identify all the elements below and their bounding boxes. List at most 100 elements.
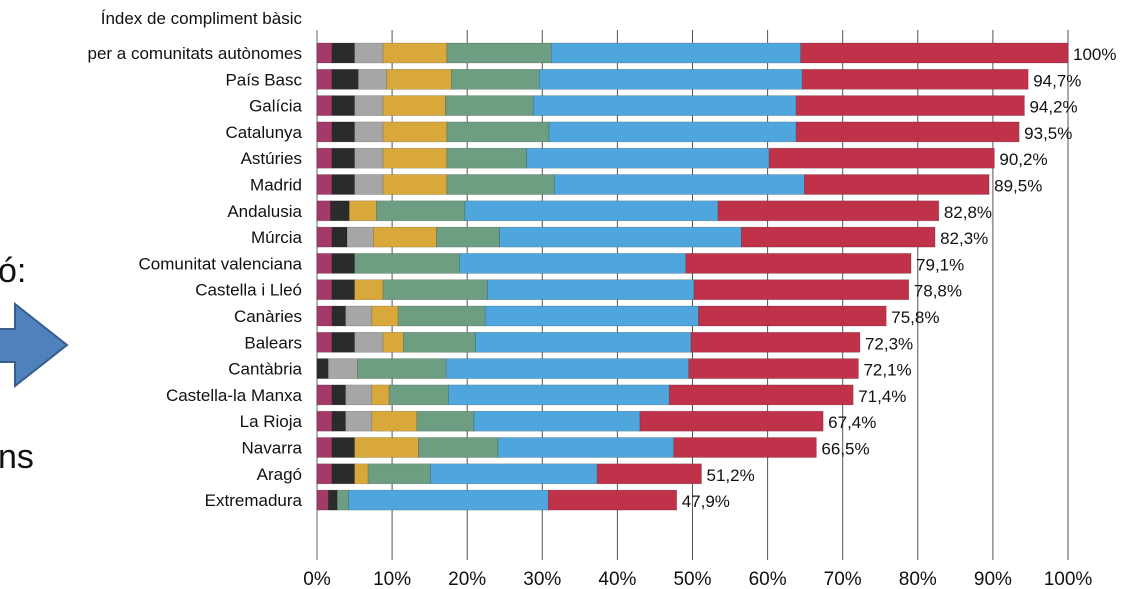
bar-segment [316, 489, 329, 511]
cut-off-text-top: ó: [0, 252, 27, 290]
bar-segment [316, 42, 333, 64]
total-label: 82,8% [944, 203, 992, 222]
bar-segment [690, 331, 861, 353]
bar-segment [403, 331, 476, 353]
bar-segment [327, 489, 338, 511]
x-tick-label: 60% [749, 569, 787, 589]
bar-segment [497, 437, 675, 458]
total-label: 72,1% [863, 361, 911, 380]
total-label: 66,5% [821, 440, 869, 459]
bar-segment [388, 384, 449, 406]
bar-segment [446, 147, 527, 169]
bar-segment [499, 226, 742, 248]
total-label: 51,2% [707, 466, 755, 485]
category-label: Madrid [250, 176, 302, 195]
total-label: 90,2% [999, 150, 1047, 169]
total-label: 79,1% [916, 255, 964, 274]
bar-segment [316, 410, 333, 432]
bar-segment [532, 95, 797, 116]
category-label: Múrcia [251, 228, 303, 247]
bar-segment [331, 174, 355, 195]
bar-segment [526, 147, 770, 169]
bar-segment [346, 226, 374, 248]
bar-segment [688, 358, 859, 379]
bar-segment [430, 463, 598, 485]
bar-segment [416, 410, 475, 432]
bar-segment [354, 279, 384, 301]
bar-segment [382, 279, 488, 301]
category-label: Galícia [249, 97, 302, 116]
category-label: Comunitat valenciana [139, 254, 303, 273]
bar-segment [382, 331, 404, 353]
bar-segment [473, 410, 641, 432]
bar-segment [331, 121, 355, 143]
bar-segment [331, 42, 355, 64]
total-label: 75,8% [891, 308, 939, 327]
bar-segment [487, 279, 695, 301]
bar-segment [354, 253, 460, 274]
bar-segment [331, 437, 355, 458]
bar-segment [554, 174, 805, 195]
bar-segment [357, 358, 447, 379]
bar-segment [316, 69, 333, 90]
total-label: 93,5% [1024, 124, 1072, 143]
bar-segment [376, 200, 466, 222]
bar-segment [358, 69, 388, 90]
bar-segment [371, 305, 399, 327]
bar-segment [345, 410, 373, 432]
right-arrow-icon [0, 301, 69, 389]
cut-off-text-bottom: ns [0, 438, 34, 476]
bar-segment [551, 42, 801, 64]
bar-segment [436, 226, 500, 248]
x-tick-label: 100% [1044, 569, 1093, 589]
x-tick-label: 90% [974, 569, 1012, 589]
bar-segment [371, 384, 390, 406]
chart-title: Índex de compliment bàsic [101, 9, 303, 28]
bar-segment [316, 226, 333, 248]
bar-segment [331, 463, 355, 485]
bar-segment [331, 305, 346, 327]
bar-segment [354, 121, 384, 143]
bar-segment [348, 200, 377, 222]
bar-segment [316, 331, 333, 353]
bar-segment [795, 95, 1025, 116]
bar-segment [316, 174, 333, 195]
category-labels: per a comunitats autònomes País Basc Galíc… [87, 44, 302, 510]
bar-segment [717, 200, 940, 222]
bar-segment [668, 384, 854, 406]
bar-segment [316, 384, 333, 406]
x-tick-label: 70% [824, 569, 862, 589]
total-label: 94,2% [1029, 98, 1077, 117]
bar-segment [316, 200, 331, 222]
category-label: Astúries [241, 149, 302, 168]
bar-segment [354, 174, 384, 195]
bar-segment [548, 489, 678, 511]
bar-segment [327, 358, 358, 379]
bar-segment [800, 42, 1069, 64]
category-label: Cantàbria [228, 360, 302, 379]
bar-segment [446, 174, 555, 195]
bar-segment [639, 410, 824, 432]
category-label: Navarra [242, 439, 303, 458]
bar-segment [331, 279, 355, 301]
bar-segment [382, 121, 448, 143]
category-label: La Rioja [240, 412, 303, 431]
bar-segment [795, 121, 1020, 143]
bar-segment [331, 95, 355, 116]
total-label: 100% [1073, 45, 1116, 64]
bar-segment [316, 147, 333, 169]
bar-segment [345, 305, 373, 327]
bar-segment [348, 489, 549, 511]
bar-segment [316, 95, 333, 116]
bar-segment [316, 279, 333, 301]
category-label: Castella i Lleó [195, 281, 302, 300]
bar-segment [698, 305, 887, 327]
total-label: 89,5% [994, 177, 1042, 196]
bar-segment [354, 437, 419, 458]
category-label: Extremadura [205, 491, 303, 510]
x-tick-label: 40% [598, 569, 636, 589]
bar-segment [464, 200, 719, 222]
bar-segment [382, 95, 446, 116]
category-label: Castella-la Manxa [166, 386, 303, 405]
